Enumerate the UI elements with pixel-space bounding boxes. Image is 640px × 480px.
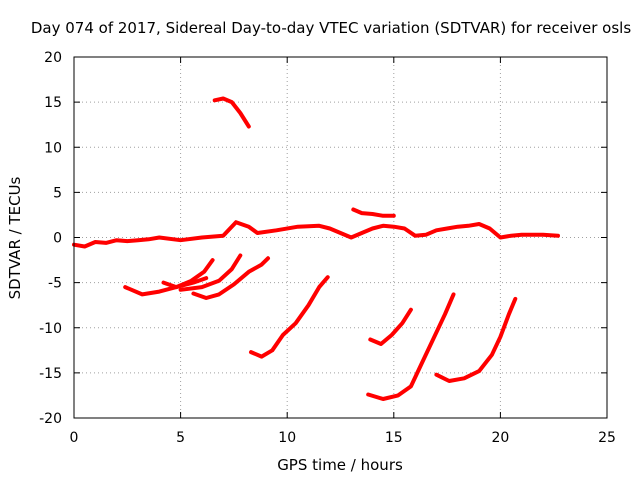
series-arc-b [161, 258, 215, 290]
x-tick-label: 10 [278, 430, 296, 446]
x-tick-labels: 0 5 10 15 20 25 [70, 430, 616, 446]
x-tick-label: 0 [70, 430, 79, 446]
y-axis-label: SDTVAR / TECUs [6, 176, 24, 299]
series-arc-h [434, 296, 518, 383]
y-tick-label: 10 [44, 140, 62, 156]
y-tick-label: 20 [44, 50, 62, 66]
series-baseline [72, 220, 560, 249]
series-arc-e [249, 275, 330, 359]
chart-title: Day 074 of 2017, Sidereal Day-to-day VTE… [31, 19, 631, 37]
tick-marks [73, 56, 608, 419]
x-tick-label: 15 [385, 430, 403, 446]
x-tick-label: 25 [598, 430, 616, 446]
series-arc-c [178, 253, 243, 292]
x-tick-label: 20 [491, 430, 509, 446]
x-axis-label: GPS time / hours [277, 456, 403, 474]
series-group [72, 96, 560, 401]
series-arc-high-right [351, 207, 396, 218]
series-arc-d [191, 256, 270, 300]
x-tick-label: 5 [176, 430, 185, 446]
y-tick-label: -20 [39, 411, 62, 427]
y-tick-label: -5 [48, 276, 62, 292]
y-tick-label: 0 [53, 231, 62, 247]
series-arc-f [368, 307, 413, 346]
series-arc-g [366, 292, 456, 401]
series-arc-high-left [212, 96, 251, 129]
y-tick-labels: -20 -15 -10 -5 0 5 10 15 20 [39, 50, 62, 427]
y-tick-label: -10 [39, 321, 62, 337]
series-arc-a [123, 276, 209, 297]
y-tick-label: 15 [44, 95, 62, 111]
y-tick-label: -15 [39, 366, 62, 382]
y-tick-label: 5 [53, 185, 62, 201]
